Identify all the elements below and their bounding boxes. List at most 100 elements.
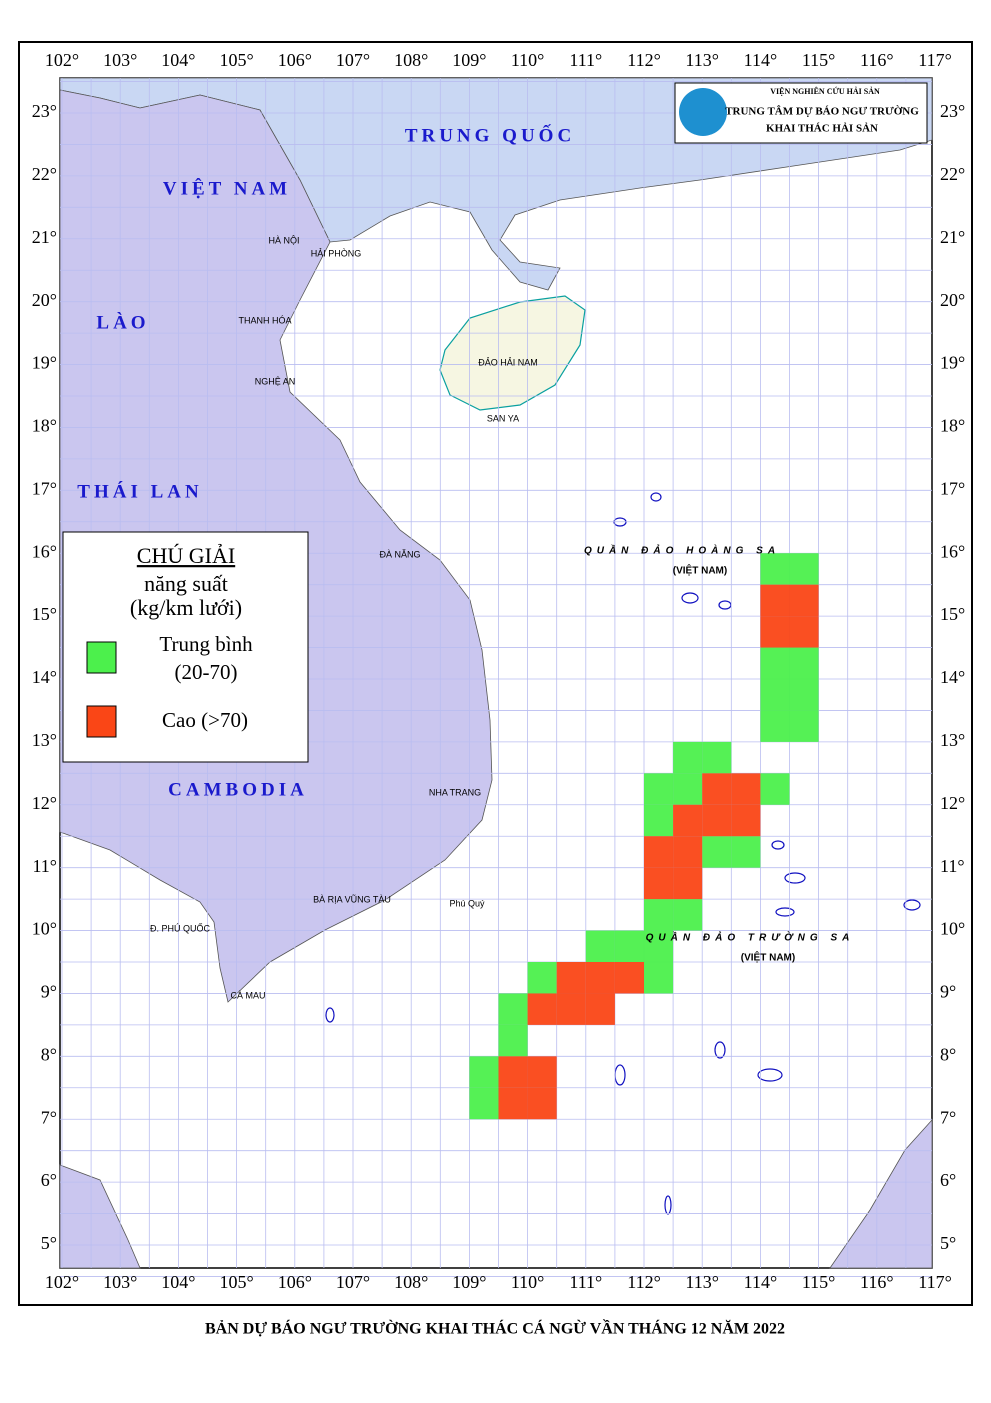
lon-tick-label: 106°: [278, 50, 312, 70]
forecast-cell: [614, 930, 644, 962]
lon-tick-label: 110°: [511, 1272, 545, 1292]
forecast-cell: [760, 553, 790, 585]
lon-tick-label: 117°: [918, 50, 952, 70]
hainan: [439, 295, 586, 411]
forecast-cell: [731, 773, 761, 805]
lat-tick-label: 18°: [940, 416, 965, 436]
lat-tick-label: 23°: [32, 101, 57, 121]
lon-tick-label: 109°: [452, 1272, 486, 1292]
lon-tick-label: 117°: [918, 1272, 952, 1292]
place-label: QUẦN ĐẢO HOÀNG SA: [584, 544, 780, 557]
lat-tick-label: 21°: [940, 227, 965, 247]
forecast-cell: [760, 679, 790, 711]
forecast-cell: [644, 899, 674, 931]
forecast-cell: [673, 741, 703, 774]
forecast-cell: [644, 867, 674, 900]
lon-tick-label: 103°: [103, 1272, 137, 1292]
forecast-cell: [789, 710, 819, 742]
place-label: Đ. PHÚ QUỐC: [150, 922, 211, 933]
place-label: VIỆT NAM: [163, 177, 291, 199]
forecast-cell: [644, 962, 674, 994]
forecast-cell: [702, 773, 732, 805]
place-label: LÀO: [96, 311, 149, 333]
lat-tick-label: 11°: [32, 856, 57, 876]
forecast-cell: [498, 1087, 528, 1120]
lon-tick-label: 116°: [860, 1272, 894, 1292]
lon-tick-label: 107°: [336, 1272, 370, 1292]
lon-tick-label: 103°: [103, 50, 137, 70]
lat-tick-label: 11°: [940, 856, 965, 876]
forecast-cell: [673, 836, 703, 868]
institute: VIỆN NGHIÊN CỨU HẢI SẢN: [770, 86, 880, 96]
lon-tick-label: 112°: [627, 50, 661, 70]
lat-tick-label: 16°: [32, 541, 57, 561]
lat-tick-label: 15°: [940, 604, 965, 624]
place-label: THÁI LAN: [77, 480, 202, 502]
forecast-cell: [731, 836, 761, 868]
lon-tick-label: 104°: [161, 50, 195, 70]
lat-tick-label: 7°: [940, 1107, 956, 1127]
lon-tick-label: 115°: [802, 1272, 836, 1292]
place-label: (VIỆT NAM): [741, 951, 795, 964]
place-label: ĐẢO HẢI NAM: [478, 356, 538, 367]
place-label: HÀ NỘI: [268, 235, 299, 245]
forecast-cell: [644, 930, 674, 962]
lon-tick-label: 112°: [627, 1272, 661, 1292]
place-label: SAN YA: [487, 413, 519, 423]
forecast-cell: [731, 804, 761, 837]
lat-tick-label: 13°: [32, 730, 57, 750]
lon-tick-label: 115°: [802, 50, 836, 70]
logo-box: VIỆN NGHIÊN CỨU HẢI SẢN TRUNG TÂM DỰ BÁO…: [674, 82, 928, 144]
forecast-cell: [760, 647, 790, 679]
center-name: KHAI THÁC HẢI SẢN: [766, 123, 878, 135]
lat-tick-label: 12°: [940, 793, 965, 813]
forecast-cell: [673, 899, 703, 931]
lon-tick-label: 116°: [860, 50, 894, 70]
lon-tick-label: 111°: [569, 50, 602, 70]
lat-tick-label: 10°: [940, 919, 965, 939]
lat-tick-label: 9°: [940, 982, 956, 1002]
lat-tick-label: 14°: [32, 667, 57, 687]
lat-tick-label: 17°: [32, 478, 57, 498]
place-label: HẢI PHÒNG: [311, 247, 362, 258]
forecast-cell: [760, 584, 790, 617]
frame: [18, 41, 973, 1306]
place-label: Phú Quý: [449, 898, 485, 908]
lat-tick-label: 9°: [41, 982, 57, 1002]
forecast-cell: [498, 1056, 528, 1088]
forecast-cell: [702, 836, 732, 868]
lon-tick-label: 114°: [744, 1272, 778, 1292]
lat-tick-label: 17°: [940, 478, 965, 498]
forecast-cell: [469, 1087, 499, 1120]
forecast-cell: [760, 710, 790, 742]
forecast-cell: [789, 616, 819, 648]
lon-tick-label: 102°: [45, 1272, 79, 1292]
forecast-cell: [527, 962, 557, 994]
lon-tick-label: 102°: [45, 50, 79, 70]
forecast-cell: [789, 584, 819, 617]
place-label: TRUNG QUỐC: [405, 124, 575, 146]
caption: BẢN DỰ BÁO NGƯ TRƯỜNG KHAI THÁC CÁ NGỪ V…: [205, 1319, 785, 1338]
forecast-cell: [498, 1024, 528, 1057]
place-label: CAMBODIA: [168, 779, 308, 800]
forecast-cell: [789, 553, 819, 585]
legend-swatch: [86, 641, 117, 674]
lon-tick-label: 108°: [394, 50, 428, 70]
lat-tick-label: 6°: [940, 1170, 956, 1190]
lat-tick-label: 18°: [32, 416, 57, 436]
legend-swatch: [86, 705, 117, 738]
forecast-cell: [585, 962, 615, 994]
center-name: TRUNG TÂM DỰ BÁO NGƯ TRƯỜNG: [725, 106, 919, 118]
lon-tick-label: 109°: [452, 50, 486, 70]
tick-labels: 102° 102° 103° 103° 104° 104° 105° 105° 106° 106°…: [32, 50, 965, 1292]
lon-tick-label: 111°: [569, 1272, 602, 1292]
lon-tick-label: 113°: [685, 1272, 719, 1292]
forecast-cell: [644, 804, 674, 837]
legend-label: Trung bình: [159, 632, 253, 656]
forecast-cell: [644, 836, 674, 868]
forecast-cell: [789, 679, 819, 711]
forecast-cell: [585, 930, 615, 962]
place-label: ĐÀ NẴNG: [379, 548, 420, 559]
forecast-cell: [614, 962, 644, 994]
